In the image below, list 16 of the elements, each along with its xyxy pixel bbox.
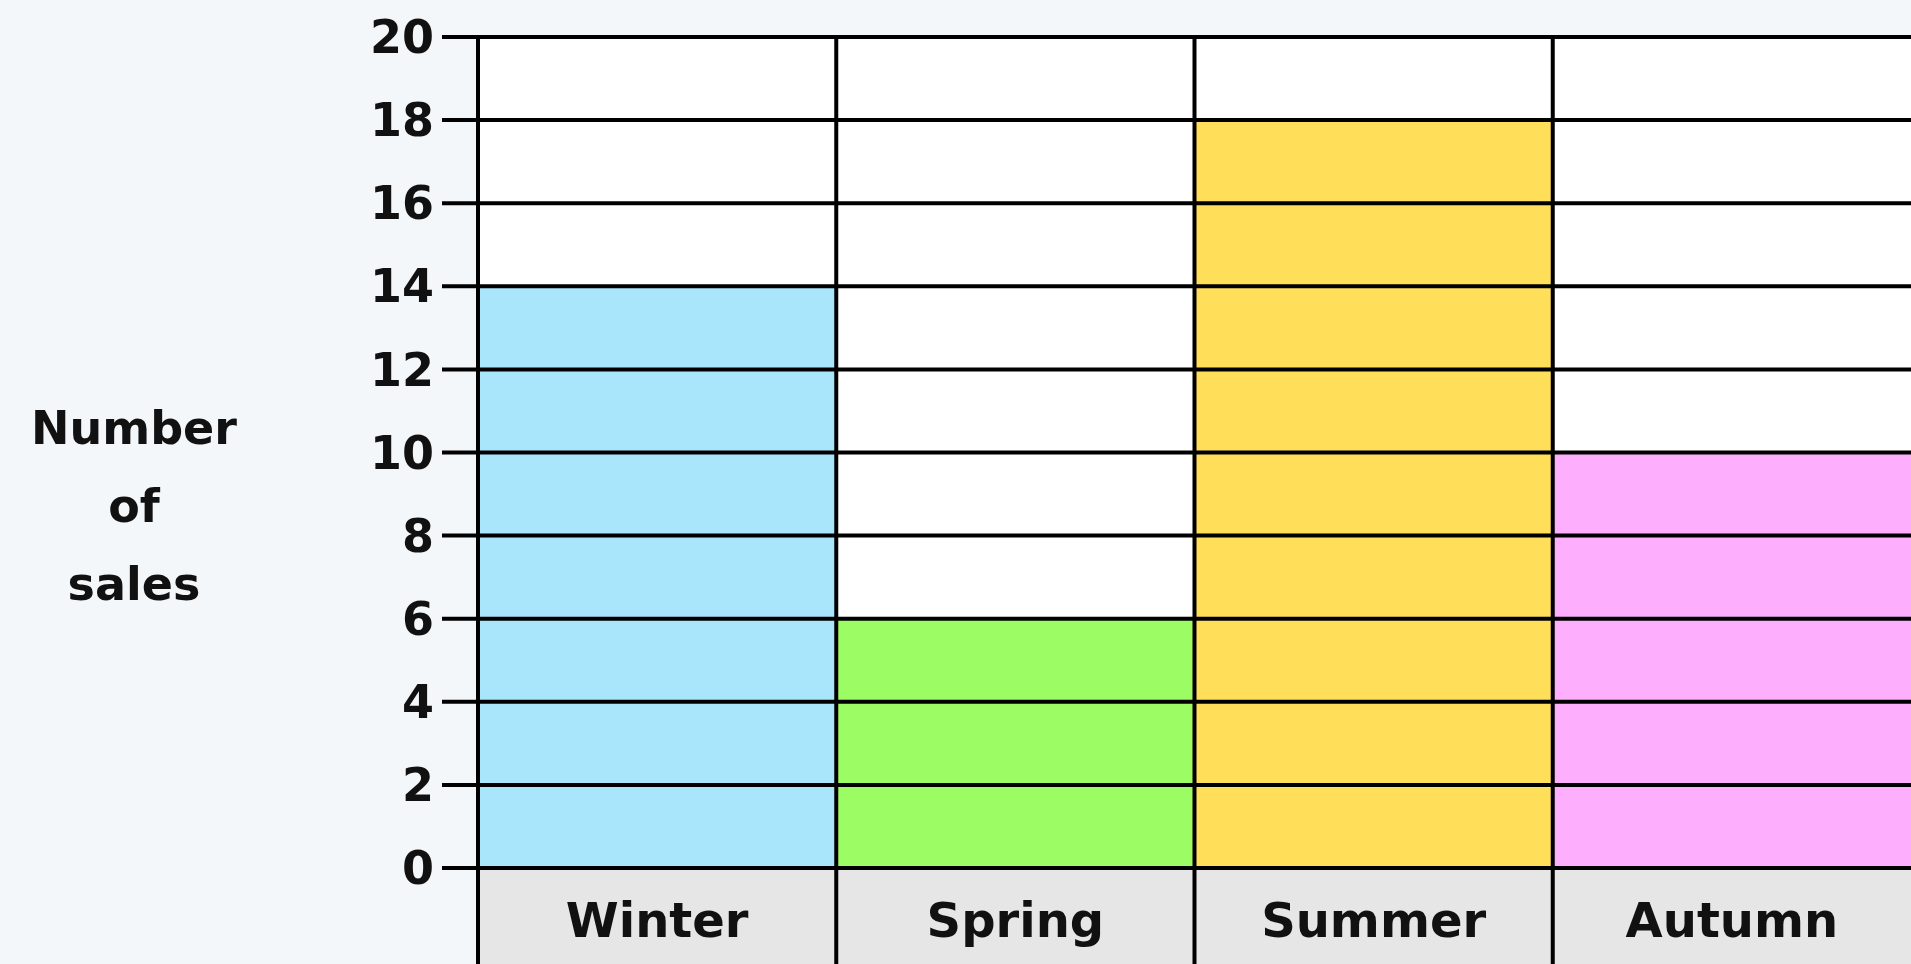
y-tick-label: 10: [369, 425, 434, 480]
y-tick-label: 12: [369, 342, 434, 397]
x-tick-label: Winter: [565, 891, 749, 948]
x-tick-label: Summer: [1261, 891, 1487, 948]
y-tick-label: 18: [369, 93, 434, 148]
y-tick-label: 16: [369, 176, 434, 231]
y-tick-label: 2: [401, 758, 434, 812]
y-tick-label: 20: [369, 10, 434, 65]
y-tick-label: 4: [401, 674, 434, 729]
x-tick-label: Spring: [926, 891, 1105, 948]
y-axis-title: Number of sales: [31, 401, 238, 611]
y-tick-label: 8: [401, 508, 434, 563]
y-tick-label: 0: [401, 841, 434, 896]
y-tick-label: 14: [369, 259, 434, 314]
y-tick-label: 6: [401, 591, 434, 646]
x-tick-label: Autumn: [1625, 891, 1839, 948]
